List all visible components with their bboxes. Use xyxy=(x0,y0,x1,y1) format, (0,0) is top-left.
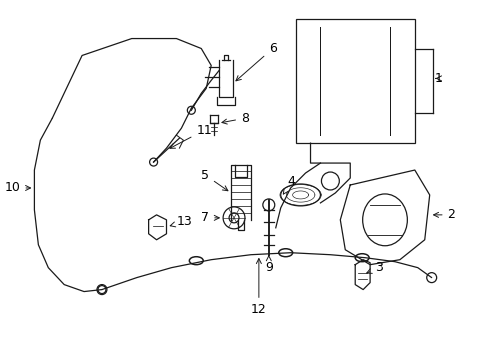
Text: 1: 1 xyxy=(434,72,442,85)
Text: 11: 11 xyxy=(169,124,212,148)
Text: 7: 7 xyxy=(201,211,219,224)
Text: 3: 3 xyxy=(366,261,382,274)
Bar xyxy=(295,19,414,143)
Text: 10: 10 xyxy=(4,181,30,194)
Text: 8: 8 xyxy=(222,112,248,125)
Text: 4: 4 xyxy=(283,175,295,194)
Text: 5: 5 xyxy=(201,168,227,191)
Text: 2: 2 xyxy=(433,208,454,221)
Text: 13: 13 xyxy=(170,215,192,228)
Text: 9: 9 xyxy=(264,255,272,274)
Text: 6: 6 xyxy=(236,42,276,81)
Text: 12: 12 xyxy=(250,258,266,316)
